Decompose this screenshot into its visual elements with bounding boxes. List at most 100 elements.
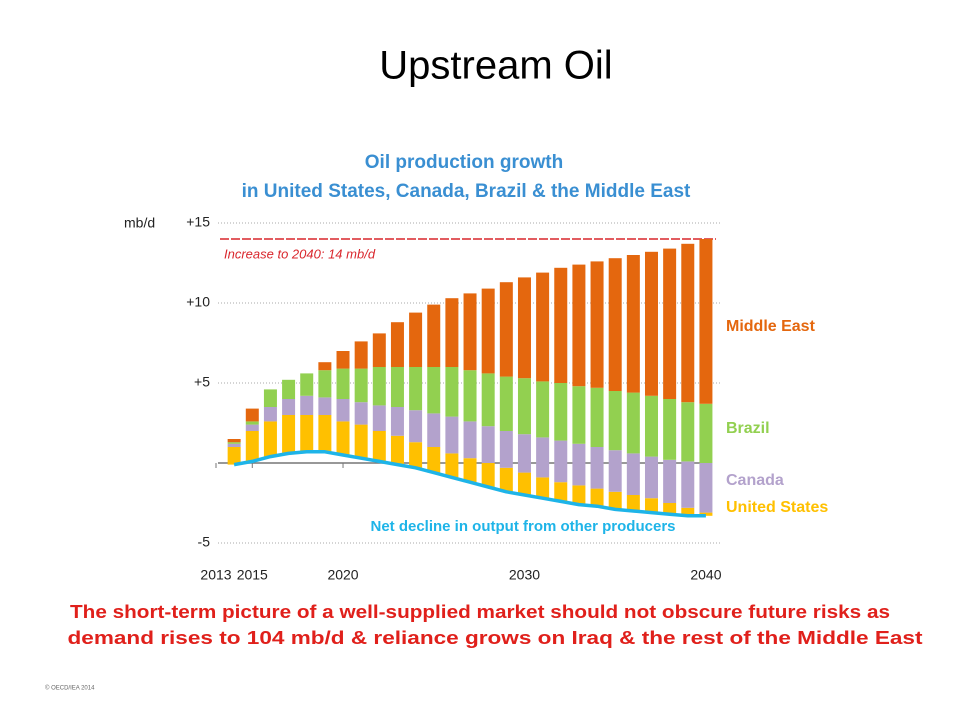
bar-segment	[608, 491, 622, 510]
bar-segment	[554, 383, 568, 441]
bar-segment	[644, 251, 658, 396]
bar-segment	[608, 258, 622, 391]
bar-segment	[463, 421, 477, 459]
bar-segment	[463, 293, 477, 371]
reference-label: Increase to 2040: 14 mb/d	[224, 246, 376, 261]
bar-segment	[699, 239, 713, 404]
x-tick-label: 2015	[237, 567, 268, 583]
bar-segment	[263, 389, 277, 407]
bar-segment	[499, 282, 513, 377]
bar-segment	[572, 485, 586, 505]
bar-segment	[390, 407, 404, 436]
bar-segment	[517, 378, 531, 435]
bar-segment	[481, 373, 495, 427]
bar-segment	[318, 370, 332, 398]
bar-segment	[663, 248, 677, 399]
series-label: Canada	[726, 472, 784, 489]
decline-line	[233, 450, 706, 518]
bar-segment	[499, 467, 513, 492]
bar-segment	[354, 341, 368, 369]
bar-segment	[590, 387, 604, 447]
bar-segment	[572, 443, 586, 486]
bar-segment	[608, 450, 622, 492]
bar-segment	[681, 507, 695, 516]
bar-segment	[590, 488, 604, 507]
y-axis-label: mb/d	[124, 215, 155, 231]
bar-segment	[463, 370, 477, 422]
bar-segment	[445, 367, 459, 417]
bar-segment	[445, 298, 459, 367]
bar-segment	[227, 447, 241, 465]
bar-segment	[644, 395, 658, 457]
bar-segment	[517, 277, 531, 379]
bar-segment	[354, 368, 368, 403]
bar-segment	[699, 512, 713, 516]
bar-segment	[590, 447, 604, 489]
bar-segment	[427, 304, 441, 367]
bar-segment	[481, 288, 495, 374]
bar-segment	[626, 392, 640, 454]
bar-segment	[336, 421, 350, 455]
bar-segment	[572, 264, 586, 387]
bar-segment	[300, 415, 314, 452]
bar-segment	[681, 243, 695, 403]
bar-segment	[608, 391, 622, 451]
copyright: © OECD/IEA 2014	[45, 685, 95, 692]
bar-segment	[409, 410, 423, 443]
bar-segment	[663, 459, 677, 503]
bar-segment	[409, 312, 423, 367]
bar-segment	[572, 386, 586, 444]
bar-segment	[644, 456, 658, 499]
bar-segment	[372, 367, 386, 406]
x-tick-label: 2020	[327, 567, 358, 583]
bar-segment	[427, 413, 441, 447]
bar-segment	[427, 367, 441, 414]
bar-segment	[445, 416, 459, 454]
bar-segment	[318, 362, 332, 371]
x-tick-label: 2030	[509, 567, 540, 583]
bar-segment	[554, 267, 568, 383]
bar-segment	[481, 463, 495, 487]
bar-segment	[245, 421, 259, 425]
bar-segment	[300, 395, 314, 415]
bar-segment	[318, 415, 332, 452]
bar-segment	[554, 482, 568, 502]
bar-segment	[481, 426, 495, 463]
bar-segment	[663, 399, 677, 460]
bar-segment	[536, 272, 550, 382]
y-tick-label: -5	[198, 534, 211, 550]
bar-segment	[318, 397, 332, 415]
bar-segment	[699, 463, 713, 513]
bar-segment	[536, 437, 550, 478]
bar-segment	[463, 458, 477, 483]
bar-segment	[300, 373, 314, 396]
bar-segment	[336, 368, 350, 399]
bar-segment	[590, 261, 604, 388]
bar-segment	[372, 333, 386, 367]
bar-segment	[681, 461, 695, 508]
line-label: Net decline in output from other produce…	[370, 518, 675, 535]
bar-segment	[499, 431, 513, 468]
series-label: Brazil	[726, 420, 770, 437]
bar-segment	[554, 440, 568, 483]
bar-segment	[445, 453, 459, 478]
chart-title: Oil production growth	[365, 152, 563, 173]
bar-segment	[282, 379, 296, 399]
bar-segment	[499, 376, 513, 431]
footer-text: demand rises to 104 mb/d & reliance grow…	[68, 628, 923, 648]
bar-segment	[517, 472, 531, 495]
footer-text: The short-term picture of a well-supplie…	[70, 602, 890, 622]
bar-segment	[427, 447, 441, 473]
bar-segment	[245, 408, 259, 422]
bar-segment	[626, 255, 640, 393]
bar-segment	[245, 424, 259, 431]
x-tick-label: 2013	[200, 567, 231, 583]
bar-segment	[372, 431, 386, 462]
bar-segment	[354, 424, 368, 459]
y-tick-label: +15	[186, 214, 210, 230]
bar-segment	[517, 434, 531, 473]
bar-segment	[245, 431, 259, 462]
bar-segment	[263, 407, 277, 422]
bar-segment	[354, 402, 368, 425]
